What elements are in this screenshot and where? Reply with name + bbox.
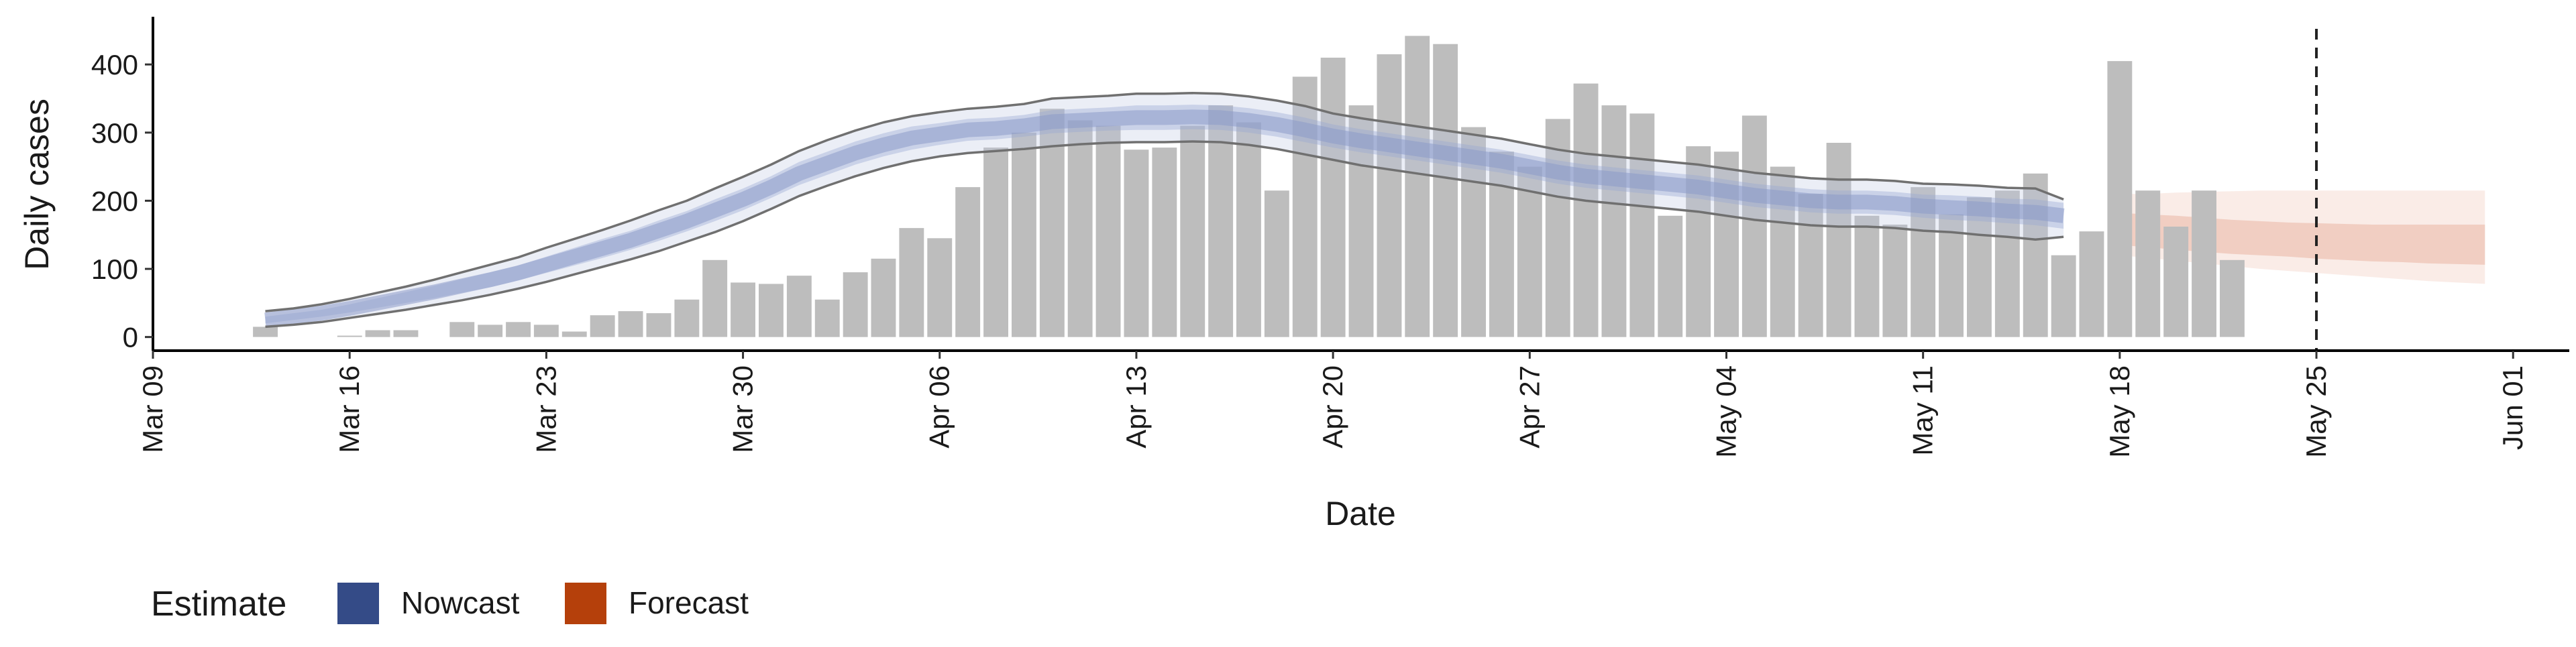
- case-bar: [674, 299, 700, 337]
- case-bar: [1095, 125, 1121, 337]
- x-tick-label: Apr 27: [1513, 365, 1545, 449]
- x-tick-label: Mar 09: [137, 365, 168, 453]
- case-bar: [2051, 255, 2076, 337]
- case-bar: [337, 335, 362, 337]
- case-bar: [1658, 215, 1683, 337]
- legend-key-nowcast: [337, 583, 379, 624]
- case-bar: [786, 276, 812, 337]
- case-bar: [1489, 152, 1514, 337]
- case-bar: [1124, 150, 1149, 337]
- case-bar: [983, 148, 1008, 337]
- case-bar: [1629, 113, 1655, 337]
- case-bar: [1573, 83, 1599, 337]
- x-tick-label: Mar 30: [727, 365, 759, 453]
- case-bar: [2135, 190, 2161, 337]
- case-bar: [253, 327, 278, 337]
- case-bar: [702, 259, 728, 337]
- case-bar: [618, 311, 643, 337]
- x-tick-label: Jun 01: [2497, 365, 2528, 450]
- case-bar: [1067, 120, 1093, 337]
- case-bar: [1826, 143, 1851, 337]
- y-tick-label: 0: [123, 322, 138, 353]
- y-tick-label: 200: [91, 185, 138, 217]
- case-bar: [843, 272, 868, 337]
- x-tick-label: Mar 16: [333, 365, 365, 453]
- case-bar: [1601, 105, 1627, 337]
- case-bar: [365, 330, 390, 337]
- case-bar: [759, 284, 784, 337]
- x-tick-label: May 18: [2104, 365, 2135, 458]
- case-bar: [1939, 214, 1964, 337]
- case-bar: [1320, 58, 1346, 337]
- legend-label-nowcast: Nowcast: [401, 585, 520, 620]
- y-tick-label: 300: [91, 117, 138, 149]
- case-bar: [533, 325, 559, 337]
- case-bar: [2107, 61, 2133, 337]
- case-bar: [1236, 122, 1261, 337]
- nowcast-lower-line: [265, 140, 2064, 329]
- case-bar: [1854, 215, 1880, 337]
- case-bar: [590, 315, 615, 337]
- case-bar: [2023, 173, 2048, 337]
- nowcast-layer: [264, 92, 2065, 329]
- x-tick-label: Apr 20: [1317, 365, 1348, 449]
- case-bar: [478, 325, 503, 337]
- y-axis-label: Daily cases: [18, 99, 56, 270]
- legend-key-forecast: [565, 583, 606, 624]
- legend-label-forecast: Forecast: [629, 585, 749, 620]
- case-bar: [449, 322, 475, 337]
- case-bar: [1741, 115, 1767, 337]
- axes-layer: 0 100 200 300 400 Mar 09 Mar 16 Mar 23 Mar 30 Apr…: [91, 17, 2569, 458]
- x-axis-label: Date: [1325, 495, 1396, 532]
- case-bar: [1264, 190, 1289, 337]
- case-bar: [393, 330, 419, 337]
- case-bar: [1292, 76, 1318, 337]
- case-bar: [1882, 225, 1908, 337]
- case-bar: [646, 313, 672, 337]
- case-bar: [1012, 132, 1036, 337]
- case-bar: [1545, 119, 1570, 337]
- case-bar: [1152, 148, 1177, 337]
- case-bar: [927, 238, 953, 337]
- case-bar: [899, 228, 924, 337]
- case-bar: [1798, 194, 1823, 337]
- case-bar: [506, 322, 531, 337]
- case-bar: [2220, 259, 2245, 337]
- nowcast-outer-band: [265, 93, 2064, 327]
- case-bar: [2163, 227, 2189, 337]
- case-bar: [1405, 36, 1430, 337]
- x-tick-label: May 04: [1711, 365, 1742, 458]
- case-bar: [1517, 166, 1542, 337]
- case-bar: [2192, 190, 2216, 337]
- nowcast-upper-line: [265, 92, 2064, 312]
- legend: Estimate Nowcast Forecast: [151, 583, 749, 624]
- x-tick-label: May 11: [1907, 365, 1939, 456]
- case-bar: [871, 258, 896, 337]
- x-tick-label: Mar 23: [530, 365, 561, 453]
- nowcast-median-line: [264, 109, 2065, 328]
- y-tick-label: 100: [91, 253, 138, 285]
- case-bar: [561, 331, 587, 337]
- case-bar: [1686, 146, 1711, 337]
- x-tick-label: Apr 06: [924, 365, 955, 449]
- case-bar: [2079, 231, 2104, 337]
- case-bar: [1377, 54, 1402, 337]
- case-bar: [1433, 44, 1458, 337]
- bars-layer: [253, 36, 2245, 337]
- case-bar: [1967, 197, 1992, 337]
- case-bar: [731, 282, 755, 337]
- case-bar: [1714, 152, 1739, 337]
- x-tick-label: Apr 13: [1120, 365, 1152, 449]
- y-tick-label: 400: [91, 49, 138, 80]
- case-bar: [1180, 125, 1205, 337]
- case-bar: [814, 299, 840, 337]
- x-tick-label: May 25: [2300, 365, 2332, 458]
- case-bar: [955, 187, 981, 337]
- legend-title: Estimate: [151, 585, 286, 624]
